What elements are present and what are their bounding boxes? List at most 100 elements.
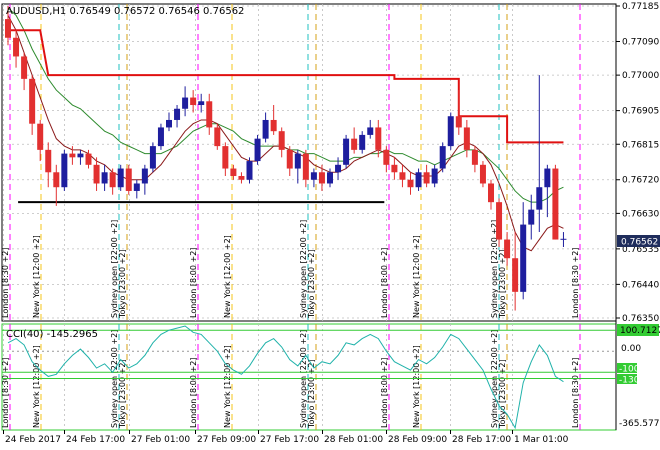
candle-body xyxy=(286,149,293,169)
cci-lower-level-label: -365.5775 xyxy=(619,419,660,429)
candle-body xyxy=(174,108,181,120)
candle-body xyxy=(310,172,317,180)
session-label: London [8:00 +2] xyxy=(189,248,198,318)
candle-body xyxy=(141,168,148,184)
session-label: Tokyo [23:00 +2] xyxy=(498,359,507,429)
step-line xyxy=(8,29,564,144)
candle-body xyxy=(560,238,567,240)
cci-level-minus100-box xyxy=(617,363,637,373)
session-label: London [8:00 +2] xyxy=(380,248,389,318)
candle-body xyxy=(294,153,301,169)
candle-body xyxy=(302,153,309,180)
current-price-box xyxy=(617,235,660,247)
candle-body xyxy=(375,127,382,150)
session-label: Sydney open [22:00 +2] xyxy=(490,220,499,318)
candle-body xyxy=(29,78,36,124)
session-label: Sydney open [22:00 +2] xyxy=(299,220,308,318)
cci-line xyxy=(7,325,564,430)
moving-averages xyxy=(7,7,564,252)
candle-body xyxy=(190,97,197,106)
session-label: New York [12:00 +2] xyxy=(32,235,41,318)
session-label: New York [12:00 +2] xyxy=(32,345,41,428)
session-lines xyxy=(9,4,581,430)
session-label: London [8:30 +2] xyxy=(571,358,580,428)
candle-body xyxy=(53,172,60,188)
candle-body xyxy=(471,149,478,165)
candle-body xyxy=(77,153,84,158)
candle-body xyxy=(157,127,164,147)
candle-body xyxy=(222,146,229,169)
cci-upper-level-box xyxy=(617,324,659,336)
chart-header-text: AUDUSD,H1 0.76549 0.76572 0.76546 0.7656… xyxy=(6,6,244,17)
candle-body xyxy=(166,119,172,128)
price-tick-label: 0.77090 xyxy=(622,37,659,47)
session-label: Tokyo [23:00 +2] xyxy=(498,249,507,319)
candle-body xyxy=(415,172,422,188)
candle-body xyxy=(93,164,100,184)
session-label: New York [12:00 +2] xyxy=(223,345,232,428)
candle-body xyxy=(230,168,237,177)
candle-body xyxy=(61,153,68,188)
session-label: London [8:30 +2] xyxy=(1,248,10,318)
session-label: Tokyo [23:00 +2] xyxy=(118,359,127,429)
time-tick-label: 24 Feb 2017 xyxy=(5,435,61,445)
candle-body xyxy=(544,168,551,188)
price-tick-label: 0.76720 xyxy=(622,176,659,186)
candle-body xyxy=(399,172,406,180)
session-label: London [8:30 +2] xyxy=(571,248,580,318)
candle-body xyxy=(254,138,261,162)
candle-body xyxy=(536,187,543,210)
candle-body xyxy=(343,138,350,165)
price-axis: 0.77185 0.77090 0.77000 0.76905 0.76815 0.767… xyxy=(616,2,659,324)
candle-body xyxy=(117,168,124,188)
session-label: New York [12:00 +2] xyxy=(223,235,232,318)
price-tick-label: 0.76905 xyxy=(622,107,659,117)
cci-level-minus130-box xyxy=(617,374,637,384)
candle-body xyxy=(45,149,52,173)
cci-group xyxy=(2,325,616,430)
price-tick-label: 0.76350 xyxy=(622,314,659,324)
candle-body xyxy=(21,56,28,79)
cci-zero-level-label: 0.00 xyxy=(621,344,641,354)
price-tick-label: 0.76440 xyxy=(622,280,659,290)
candle-body xyxy=(359,134,366,150)
candle-body xyxy=(512,258,519,292)
price-tick-label: 0.76815 xyxy=(622,140,659,150)
candle-body xyxy=(383,149,390,165)
price-tick-label: 0.76535 xyxy=(622,245,659,255)
cci-header-text: CCI(40) -145.2965 xyxy=(6,329,98,340)
candle-body xyxy=(101,172,108,184)
candle-body xyxy=(463,127,470,150)
price-tick-label: 0.77000 xyxy=(622,71,659,81)
time-tick-label: 27 Feb 09:00 xyxy=(197,435,256,445)
candle-body xyxy=(149,146,156,169)
cci-level-minus130-label: -130 xyxy=(619,376,640,386)
candle-body xyxy=(278,131,285,150)
session-label: New York [12:00 +2] xyxy=(412,235,421,318)
candle-body xyxy=(85,153,92,165)
cci-upper-level-label: 100.7127 xyxy=(620,326,660,336)
candle-body xyxy=(528,209,535,225)
candle-body xyxy=(488,183,494,203)
candle-body xyxy=(214,127,221,147)
candle-body xyxy=(479,164,486,184)
cci-level-minus100-label: -100 xyxy=(619,365,640,375)
time-tick-label: 27 Feb 17:00 xyxy=(260,435,319,445)
price-tick-label: 0.76630 xyxy=(622,209,659,219)
candle-body xyxy=(69,153,76,158)
time-tick-label: 24 Feb 17:00 xyxy=(66,435,125,445)
candle-body xyxy=(270,119,277,132)
candle-body xyxy=(5,19,11,38)
time-tick-label: 1 Mar 01:00 xyxy=(514,435,569,445)
candle-body xyxy=(520,224,527,292)
session-label: Tokyo [23:00 +2] xyxy=(118,249,127,319)
candle-body xyxy=(13,37,20,57)
candle-body xyxy=(504,239,511,259)
candle-body xyxy=(262,119,269,139)
session-label: Tokyo [23:00 +2] xyxy=(307,249,316,319)
ma-fast-line xyxy=(7,15,564,252)
session-label: London [8:30 +2] xyxy=(1,358,10,428)
time-axis: 24 Feb 2017 24 Feb 17:00 27 Feb 01:00 27 Fe… xyxy=(3,430,569,445)
